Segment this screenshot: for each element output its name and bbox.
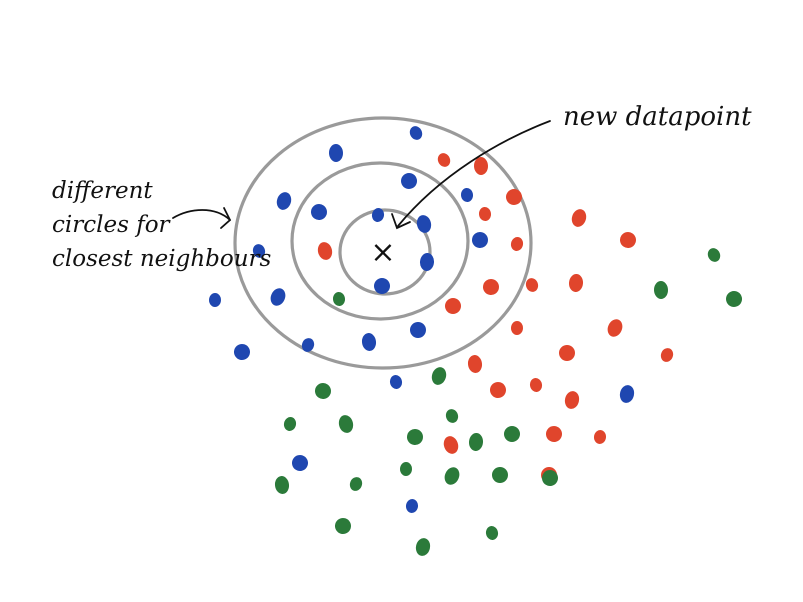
blue-point	[619, 385, 635, 403]
red-point	[506, 189, 522, 205]
red-point	[467, 355, 483, 373]
inner-circle	[338, 208, 432, 296]
red-point	[510, 321, 524, 335]
red-point	[317, 242, 333, 260]
new-datapoint-marker: ×	[370, 235, 395, 270]
blue-point	[472, 232, 488, 248]
blue-point	[252, 244, 266, 258]
middle-circle	[290, 161, 470, 321]
red-point	[490, 382, 506, 398]
blue-points	[208, 126, 635, 513]
green-point	[653, 281, 669, 299]
blue-point	[371, 208, 385, 222]
blue-point	[311, 204, 327, 220]
red-points	[317, 153, 674, 483]
red-point	[660, 348, 674, 362]
green-point	[407, 429, 423, 445]
red-point	[564, 391, 580, 409]
green-point	[468, 433, 484, 451]
red-point	[473, 157, 489, 175]
blue-point	[374, 278, 390, 294]
neighbour-circles	[233, 116, 533, 370]
green-point	[445, 409, 459, 423]
green-point	[315, 383, 331, 399]
new-datapoint-label: new datapoint	[563, 102, 752, 132]
blue-point	[389, 375, 403, 389]
blue-point	[208, 293, 222, 307]
circles-label-line-2: circles for	[52, 212, 172, 238]
circles-label-line-3: closest neighbours	[52, 246, 272, 272]
green-point	[444, 467, 460, 485]
blue-point	[234, 344, 250, 360]
red-point	[607, 319, 623, 337]
red-point	[437, 153, 451, 167]
red-point	[529, 378, 543, 392]
blue-point	[301, 338, 315, 352]
red-point	[483, 279, 499, 295]
blue-point	[270, 288, 286, 306]
blue-point	[292, 455, 308, 471]
blue-point	[410, 322, 426, 338]
green-point	[332, 292, 346, 306]
green-point	[415, 538, 431, 556]
green-point	[492, 467, 508, 483]
red-point	[546, 426, 562, 442]
blue-point	[460, 188, 474, 202]
green-point	[335, 518, 351, 534]
green-point	[542, 470, 558, 486]
circles-label-line-1: different	[52, 178, 153, 204]
green-points	[274, 248, 742, 556]
red-point	[620, 232, 636, 248]
green-point	[399, 462, 413, 476]
circles-label: different circles for closest neighbours	[52, 178, 272, 272]
red-point	[445, 298, 461, 314]
green-point	[274, 476, 290, 494]
red-point	[571, 209, 587, 227]
red-point	[478, 207, 492, 221]
green-point	[485, 526, 499, 540]
blue-point	[419, 253, 435, 271]
outer-circle	[233, 116, 533, 370]
blue-point	[401, 173, 417, 189]
red-point	[559, 345, 575, 361]
green-point	[349, 477, 363, 491]
blue-point	[409, 126, 423, 140]
red-point	[593, 430, 607, 444]
blue-point	[405, 499, 419, 513]
green-point	[431, 367, 447, 385]
green-point	[338, 415, 354, 433]
green-point	[504, 426, 520, 442]
circles-label-arrow	[172, 207, 232, 229]
new-datapoint-arrow	[391, 120, 551, 230]
blue-point	[416, 215, 432, 233]
blue-point	[328, 144, 344, 162]
red-point	[568, 274, 584, 292]
green-point	[283, 417, 297, 431]
green-point	[726, 291, 742, 307]
blue-point	[361, 333, 377, 351]
red-point	[525, 278, 539, 292]
blue-point	[276, 192, 292, 210]
green-point	[707, 248, 721, 262]
red-point	[443, 436, 459, 454]
red-point	[510, 237, 524, 251]
